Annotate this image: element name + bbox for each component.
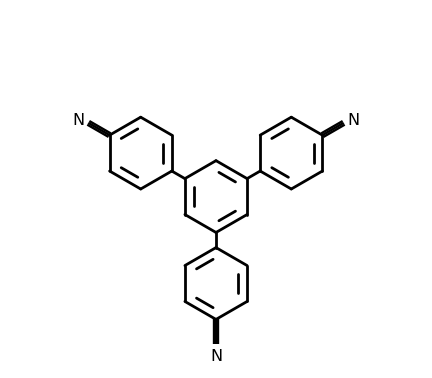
- Text: N: N: [72, 113, 84, 128]
- Text: N: N: [210, 349, 222, 364]
- Text: N: N: [348, 113, 360, 128]
